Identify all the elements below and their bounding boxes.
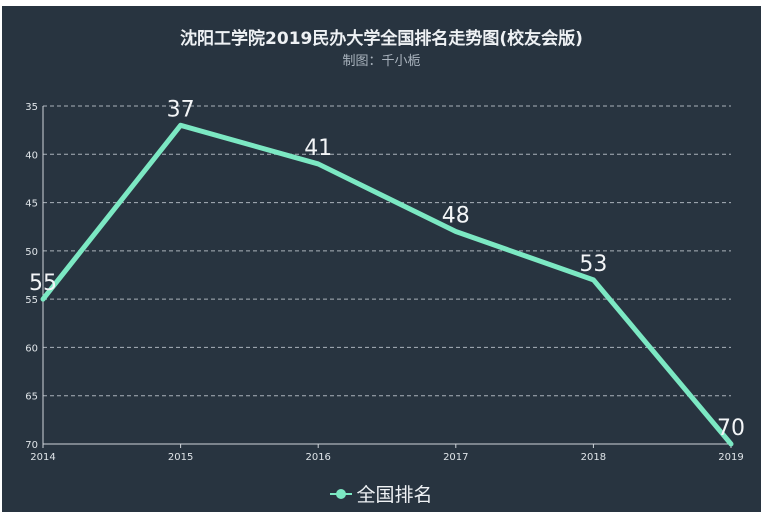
data-label: 70 <box>717 416 745 441</box>
x-tick-label: 2015 <box>168 452 193 463</box>
y-tick-label: 50 <box>25 247 38 258</box>
series-line <box>40 122 734 447</box>
data-label: 37 <box>167 97 195 122</box>
y-tick-label: 40 <box>25 150 38 161</box>
y-tick-label: 45 <box>25 199 38 210</box>
x-tick-label: 2019 <box>718 452 743 463</box>
chart-title: 沈阳工学院2019民办大学全国排名走势图(校友会版) <box>180 29 583 49</box>
x-tick-label: 2016 <box>305 452 330 463</box>
data-label: 53 <box>579 252 607 277</box>
x-tick-label: 2014 <box>30 452 55 463</box>
y-tick-label: 60 <box>25 343 38 354</box>
chart-container: 沈阳工学院2019民办大学全国排名走势图(校友会版) 制图：千小栀 35 40 45… <box>2 6 761 512</box>
data-label: 55 <box>29 271 57 296</box>
legend-label: 全国排名 <box>356 484 433 506</box>
data-label: 41 <box>304 136 332 161</box>
y-tick-label: 65 <box>25 392 38 403</box>
y-tick-label: 35 <box>25 102 38 113</box>
legend[interactable]: 全国排名 <box>2 480 761 507</box>
chart-subtitle: 制图：千小栀 <box>342 54 421 69</box>
y-tick-label: 55 <box>25 295 38 306</box>
x-tick-label: 2018 <box>581 452 606 463</box>
legend-line-icon <box>330 488 353 499</box>
y-tick-label: 70 <box>25 440 38 451</box>
x-tick-label: 2017 <box>443 452 468 463</box>
data-label: 48 <box>442 204 470 229</box>
